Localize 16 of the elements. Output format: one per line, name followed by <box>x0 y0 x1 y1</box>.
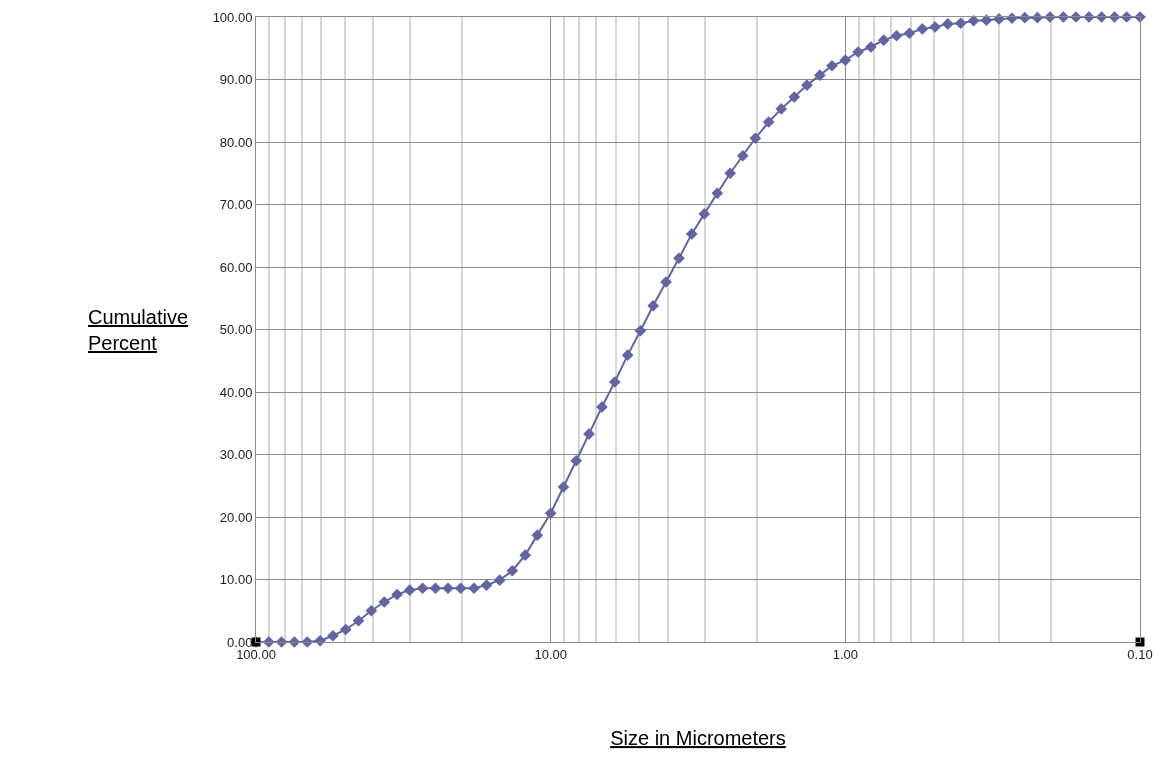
x-tick-label: 0.10 <box>1127 646 1153 662</box>
y-tick-label: 20.00 <box>219 509 253 525</box>
y-tick-label: 60.00 <box>219 259 253 275</box>
x-tick-label: 1.00 <box>832 646 858 662</box>
y-tick-label: 50.00 <box>219 322 253 338</box>
y-axis-title: Cumulative Percent <box>88 306 189 354</box>
y-tick-label: 30.00 <box>219 447 253 463</box>
x-tick-label: 10.00 <box>534 646 567 662</box>
y-tick-label: 80.00 <box>219 134 253 150</box>
y-tick-label: 40.00 <box>219 384 253 400</box>
y-tick-label: 90.00 <box>219 72 253 88</box>
x-axis-title: Size in Micrometers <box>610 727 786 750</box>
y-tick-label: 70.00 <box>219 197 253 213</box>
y-tick-label: 10.00 <box>219 572 253 588</box>
y-tick-label: 100.00 <box>212 9 253 25</box>
x-tick-label: 100.00 <box>236 646 276 662</box>
